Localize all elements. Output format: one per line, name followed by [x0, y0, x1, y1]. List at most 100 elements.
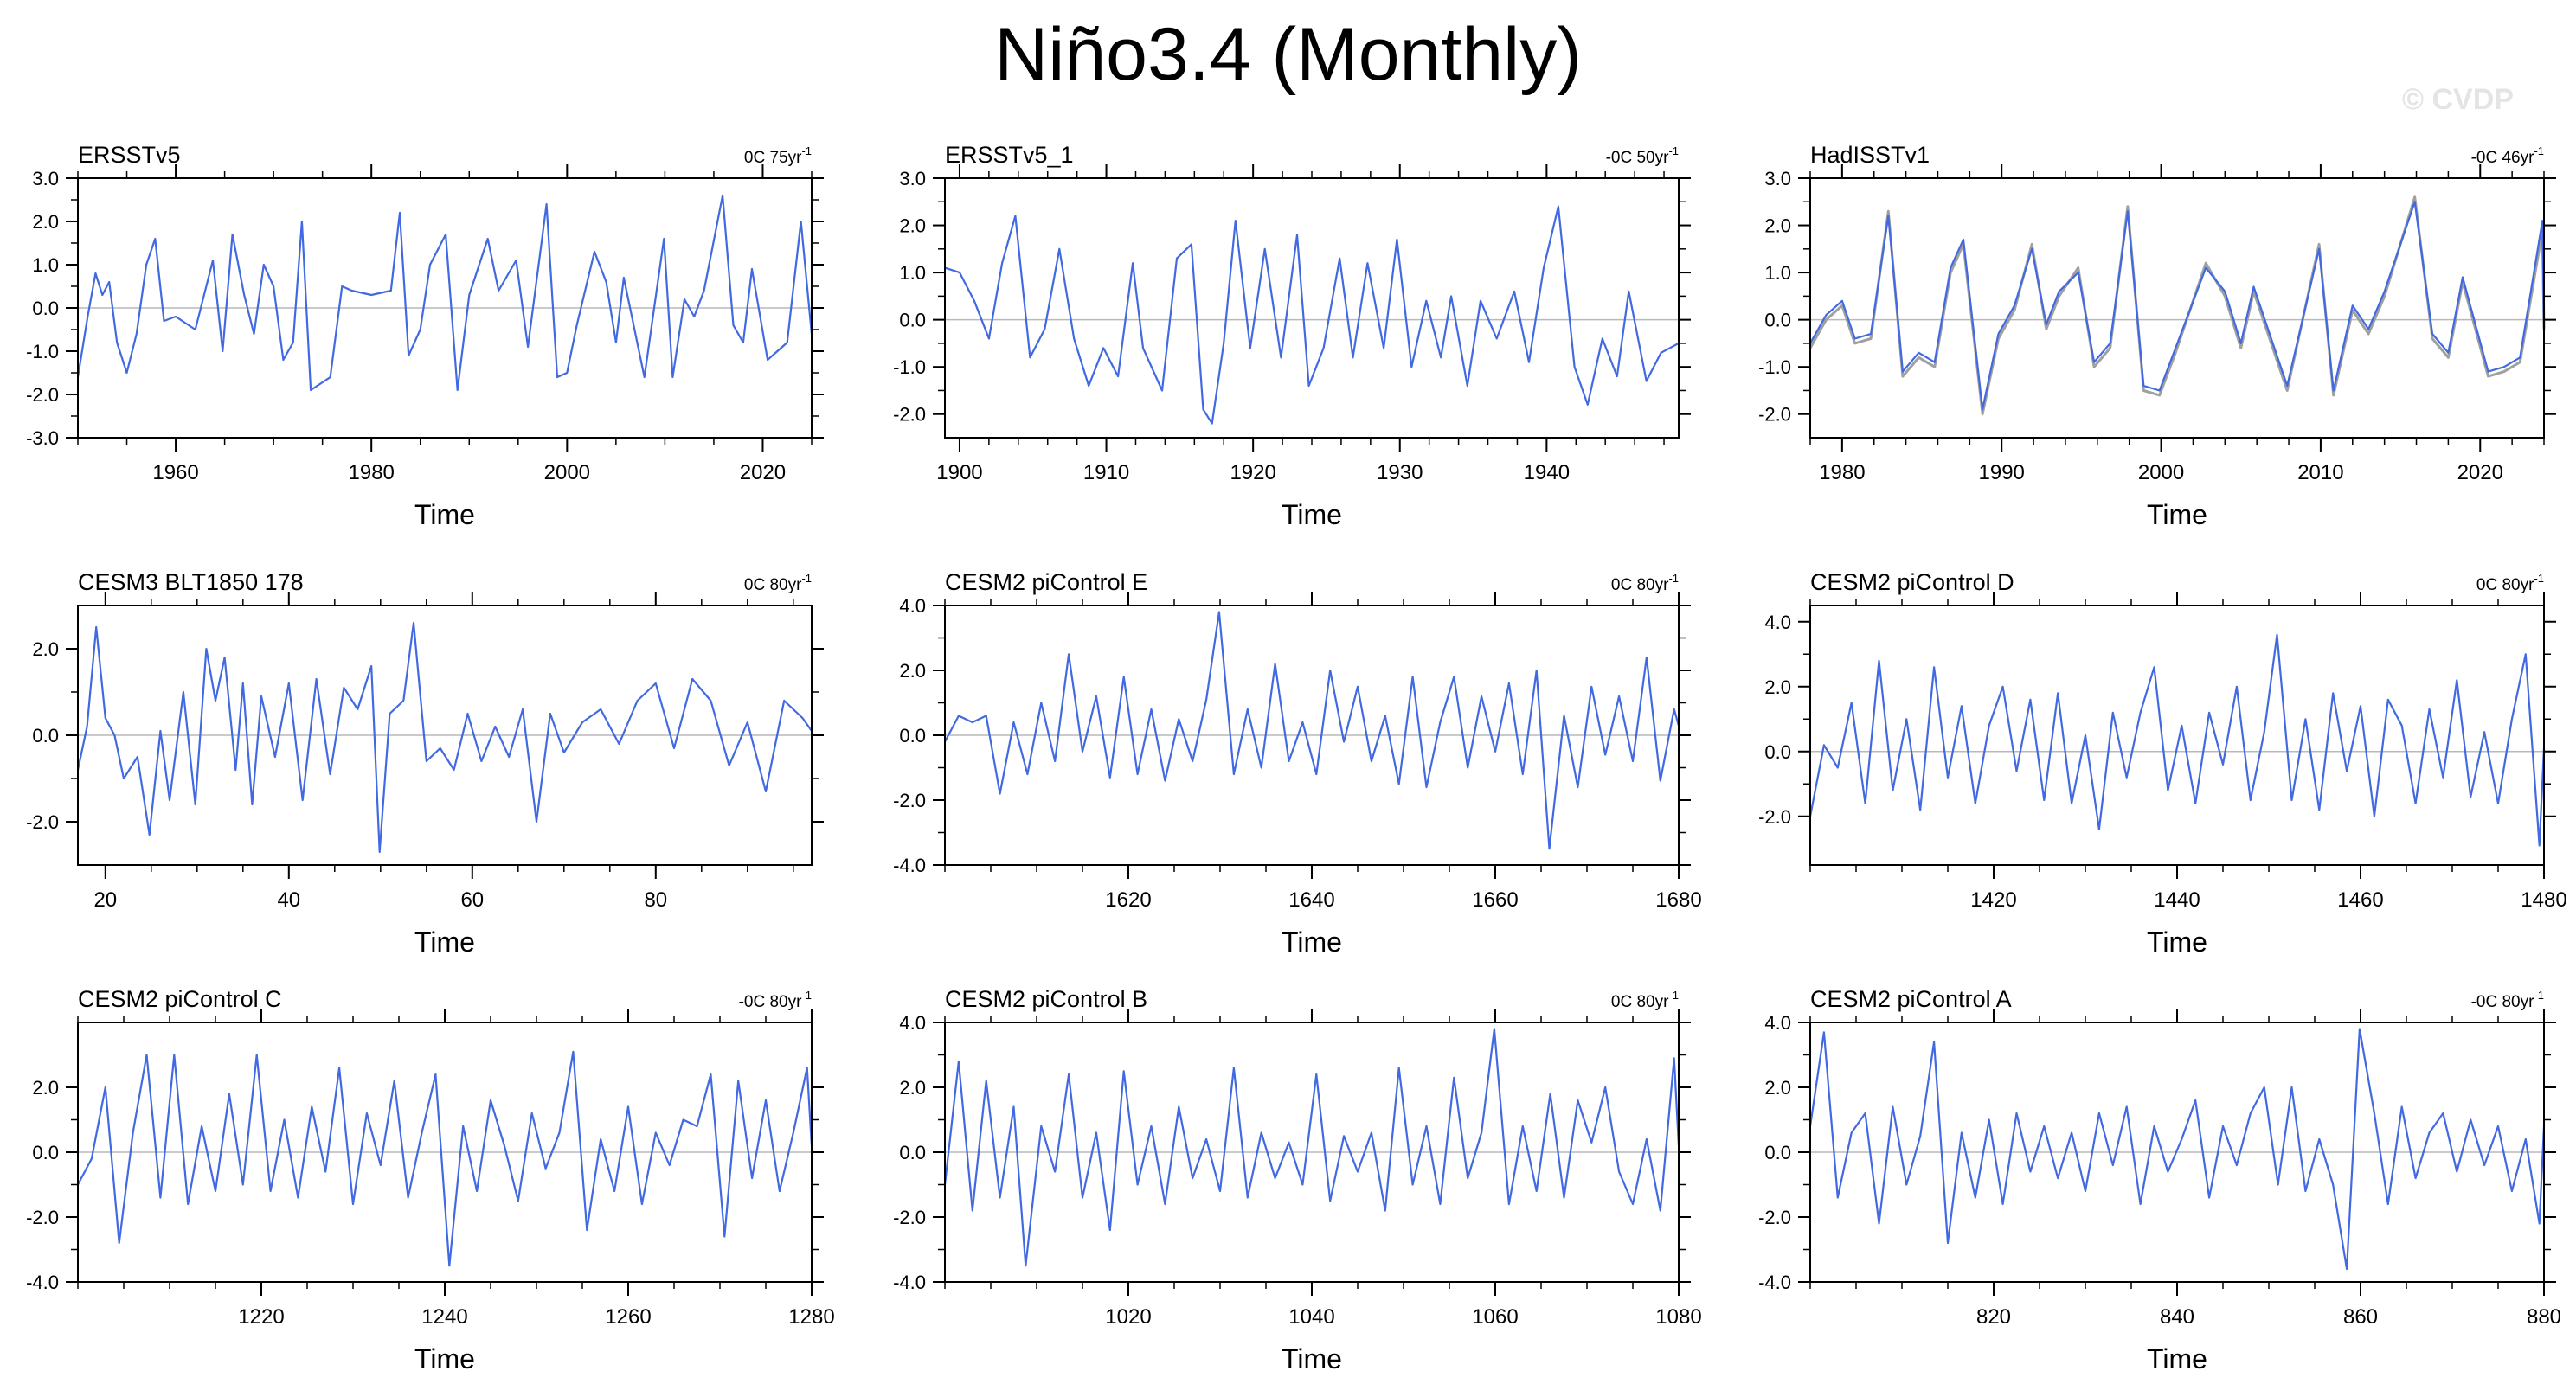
- x-tick-label: 1220: [238, 1305, 284, 1329]
- x-tick-label: 1680: [1655, 888, 1701, 912]
- y-tick-label: -2.0: [893, 1207, 926, 1228]
- y-tick-label: -2.0: [26, 1207, 59, 1228]
- y-tick-label: -3.0: [26, 427, 59, 449]
- x-tick-label: 840: [2160, 1305, 2194, 1329]
- y-tick-label: -1.0: [1758, 356, 1791, 378]
- y-tick-label: 4.0: [899, 1012, 926, 1034]
- x-tick-label: 1980: [1819, 461, 1865, 484]
- y-tick-label: -2.0: [1758, 1207, 1791, 1228]
- y-tick-label: 2.0: [899, 215, 926, 237]
- y-tick-label: 0.0: [1764, 1142, 1791, 1163]
- x-tick-label: 1480: [2521, 888, 2566, 912]
- x-tick-label: 1260: [605, 1305, 651, 1329]
- chart-panel-8: CESM2 piControl B 0C 80yr-1 1020 1040 1060 10…: [893, 986, 1702, 1375]
- y-tick-label: -2.0: [893, 404, 926, 426]
- x-tick-label: 1440: [2154, 888, 2200, 912]
- y-tick-label: -1.0: [893, 356, 926, 378]
- y-tick-label: -2.0: [26, 384, 59, 406]
- y-tick-label: -2.0: [26, 811, 59, 833]
- x-tick-label: 2000: [544, 461, 590, 484]
- chart-panel-1: ERSSTv5 0C 75yr-1 1960 1980 2000 2020 -3.0 -2.0…: [26, 142, 824, 530]
- x-tick-label: 1420: [1970, 888, 2016, 912]
- x-axis-label: Time: [2147, 1343, 2207, 1375]
- x-axis-label: Time: [414, 1343, 475, 1375]
- x-axis-label: Time: [414, 926, 475, 958]
- x-tick-label: 1660: [1472, 888, 1518, 912]
- y-tick-label: 2.0: [899, 1077, 926, 1099]
- y-tick-label: -4.0: [1758, 1272, 1791, 1293]
- series-line: [943, 1028, 1680, 1267]
- x-tick-label: 1060: [1472, 1305, 1518, 1329]
- y-tick-label: -2.0: [1758, 806, 1791, 828]
- series-line: [76, 194, 813, 392]
- series-line: [944, 611, 1680, 850]
- series-line: [76, 621, 813, 854]
- x-tick-label: 1080: [1655, 1305, 1701, 1329]
- y-tick-label: 0.0: [32, 1142, 59, 1163]
- chart-panel-7: CESM2 piControl C -0C 80yr-1 1220 1240 1260 1…: [26, 986, 835, 1375]
- panel-title: CESM2 piControl E: [945, 569, 1147, 595]
- trend-label: -0C 80yr-1: [739, 989, 812, 1011]
- y-tick-label: 0.0: [899, 1142, 926, 1163]
- y-tick-label: -2.0: [893, 790, 926, 811]
- x-tick-label: 1020: [1105, 1305, 1151, 1329]
- y-tick-label: 3.0: [32, 168, 59, 189]
- series-line: [944, 205, 1680, 425]
- y-tick-label: 0.0: [32, 298, 59, 319]
- y-tick-label: 3.0: [1764, 168, 1791, 189]
- y-tick-label: -4.0: [26, 1272, 59, 1293]
- x-tick-label: 20: [93, 888, 117, 912]
- series-line: [1808, 1028, 2546, 1271]
- y-tick-label: -1.0: [26, 341, 59, 362]
- x-axis-label: Time: [1282, 499, 1342, 530]
- panel-title: CESM2 piControl A: [1810, 986, 2012, 1012]
- trend-label: 0C 80yr-1: [2476, 572, 2544, 594]
- trend-label: 0C 80yr-1: [1611, 989, 1679, 1011]
- x-tick-label: 1460: [2337, 888, 2383, 912]
- x-tick-label: 1980: [349, 461, 395, 484]
- y-tick-label: 0.0: [32, 725, 59, 747]
- x-tick-label: 1910: [1083, 461, 1129, 484]
- x-axis-label: Time: [414, 499, 475, 530]
- y-tick-label: 2.0: [1764, 215, 1791, 237]
- y-tick-label: -4.0: [893, 1272, 926, 1293]
- x-tick-label: 80: [644, 888, 667, 912]
- y-tick-label: 0.0: [1764, 741, 1791, 763]
- y-tick-label: 0.0: [899, 310, 926, 331]
- x-tick-label: 40: [277, 888, 300, 912]
- x-axis-label: Time: [2147, 926, 2207, 958]
- y-tick-label: -2.0: [1758, 404, 1791, 426]
- chart-panel-5: CESM2 piControl E 0C 80yr-1 1620 1640 1660 16…: [893, 569, 1702, 958]
- x-tick-label: 1940: [1524, 461, 1570, 484]
- chart-panel-4: CESM3 BLT1850 178 0C 80yr-1 20 40 60 80 -2.0 0.…: [26, 569, 824, 958]
- y-tick-label: -4.0: [893, 855, 926, 876]
- series-line: [77, 1050, 813, 1267]
- y-tick-label: 4.0: [899, 595, 926, 617]
- panel-title: CESM2 piControl D: [1810, 569, 2014, 595]
- panel-title: ERSSTv5_1: [945, 142, 1074, 168]
- series-line: [1809, 201, 2546, 411]
- plot-frame: [1809, 177, 2545, 439]
- y-tick-label: 0.0: [1764, 310, 1791, 331]
- y-tick-label: 1.0: [1764, 262, 1791, 284]
- x-tick-label: 1620: [1105, 888, 1151, 912]
- page-title: Niño3.4 (Monthly): [994, 13, 1582, 96]
- y-tick-label: 0.0: [899, 725, 926, 747]
- y-tick-label: 2.0: [1764, 1077, 1791, 1099]
- x-tick-label: 2010: [2297, 461, 2343, 484]
- x-tick-label: 820: [1976, 1305, 2011, 1329]
- x-tick-label: 1240: [421, 1305, 467, 1329]
- panel-title: CESM2 piControl C: [78, 986, 282, 1012]
- trend-label: -0C 80yr-1: [2471, 989, 2544, 1011]
- y-tick-label: 4.0: [1764, 1012, 1791, 1034]
- y-tick-label: 2.0: [32, 211, 59, 233]
- chart-panel-9: CESM2 piControl A -0C 80yr-1 820 840 860 880 -…: [1758, 986, 2561, 1375]
- y-tick-label: 2.0: [32, 1077, 59, 1099]
- x-tick-label: 1960: [152, 461, 198, 484]
- y-tick-label: 2.0: [899, 660, 926, 682]
- trend-label: 0C 80yr-1: [1611, 572, 1679, 594]
- y-tick-label: 3.0: [899, 168, 926, 189]
- chart-panel-6: CESM2 piControl D 0C 80yr-1 1420 1440 1460 14…: [1758, 569, 2567, 958]
- x-tick-label: 2020: [740, 461, 786, 484]
- x-axis-label: Time: [1282, 1343, 1342, 1375]
